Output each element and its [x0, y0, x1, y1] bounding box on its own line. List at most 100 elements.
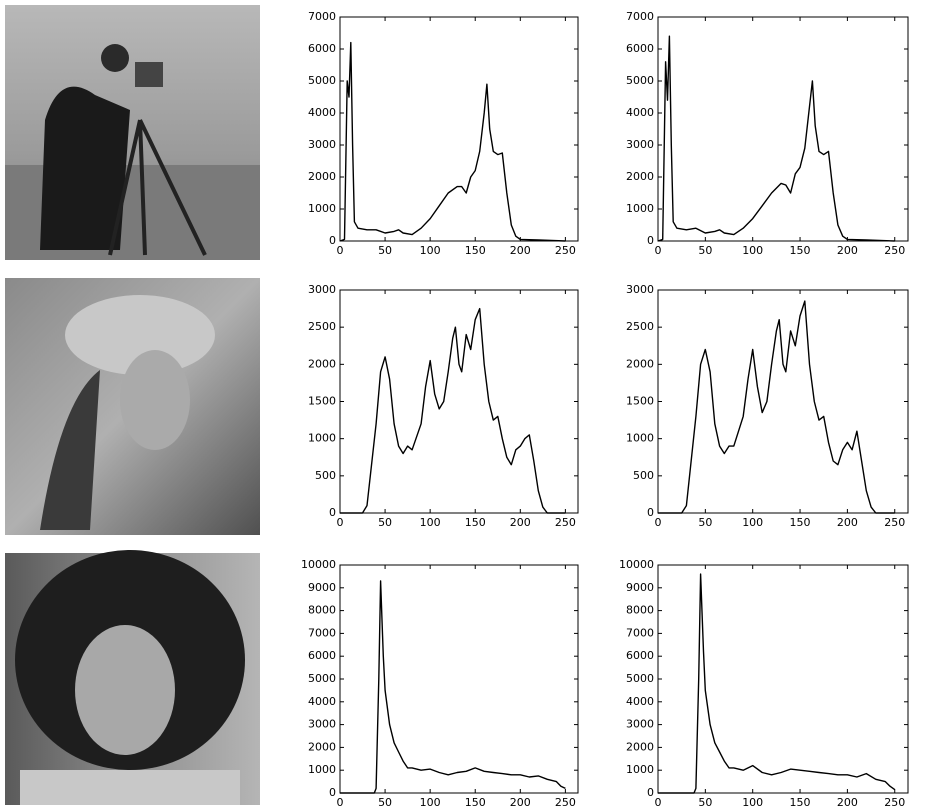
x-tick-label: 50 [378, 796, 392, 807]
y-tick-label: 6000 [308, 649, 336, 662]
x-tick-label: 0 [337, 796, 344, 807]
x-tick-label: 50 [698, 516, 712, 529]
x-tick-label: 100 [742, 796, 763, 807]
histogram-line [658, 301, 895, 513]
y-tick-label: 500 [633, 469, 654, 482]
x-tick-label: 150 [790, 516, 811, 529]
y-tick-label: 3000 [626, 138, 654, 151]
y-tick-label: 7000 [308, 10, 336, 23]
histogram-line [340, 43, 565, 241]
y-tick-label: 1000 [308, 763, 336, 776]
y-tick-label: 2000 [308, 740, 336, 753]
y-tick-label: 3000 [308, 718, 336, 731]
y-tick-label: 3000 [626, 718, 654, 731]
y-tick-label: 1500 [308, 395, 336, 408]
y-tick-label: 8000 [308, 604, 336, 617]
y-tick-label: 4000 [308, 106, 336, 119]
y-tick-label: 7000 [308, 626, 336, 639]
x-tick-label: 250 [555, 796, 576, 807]
x-tick-label: 0 [655, 796, 662, 807]
y-tick-label: 1000 [308, 432, 336, 445]
x-tick-label: 50 [698, 244, 712, 257]
plot-frame [340, 565, 578, 793]
x-tick-label: 0 [337, 244, 344, 257]
x-tick-label: 150 [465, 516, 486, 529]
plot-frame [658, 290, 908, 513]
photo-cameraman [5, 5, 260, 260]
x-tick-label: 50 [698, 796, 712, 807]
y-tick-label: 0 [329, 506, 336, 519]
y-tick-label: 4000 [626, 695, 654, 708]
y-tick-label: 4000 [308, 695, 336, 708]
y-tick-label: 10000 [619, 558, 654, 571]
histogram-line [340, 581, 565, 793]
x-tick-label: 250 [884, 244, 905, 257]
y-tick-label: 10000 [301, 558, 336, 571]
y-tick-label: 3000 [626, 283, 654, 296]
figure: 0100020003000400050006000700005010015020… [0, 0, 926, 807]
x-tick-label: 200 [510, 244, 531, 257]
y-tick-label: 5000 [626, 672, 654, 685]
histogram-line [658, 574, 895, 793]
y-tick-label: 1000 [626, 432, 654, 445]
photo-woman [5, 550, 260, 805]
y-tick-label: 1000 [626, 763, 654, 776]
y-tick-label: 2500 [626, 320, 654, 333]
y-tick-label: 2500 [308, 320, 336, 333]
y-tick-label: 0 [329, 234, 336, 247]
y-tick-label: 7000 [626, 626, 654, 639]
y-tick-label: 3000 [308, 283, 336, 296]
x-tick-label: 250 [884, 796, 905, 807]
x-tick-label: 50 [378, 516, 392, 529]
y-tick-label: 5000 [626, 74, 654, 87]
y-tick-label: 2000 [626, 357, 654, 370]
x-tick-label: 200 [837, 516, 858, 529]
x-tick-label: 50 [378, 244, 392, 257]
y-tick-label: 1000 [626, 202, 654, 215]
x-tick-label: 100 [420, 516, 441, 529]
y-tick-label: 6000 [626, 649, 654, 662]
y-tick-label: 0 [647, 506, 654, 519]
y-tick-label: 5000 [308, 74, 336, 87]
y-tick-label: 6000 [626, 42, 654, 55]
x-tick-label: 150 [465, 796, 486, 807]
y-tick-label: 9000 [626, 581, 654, 594]
x-tick-label: 150 [790, 244, 811, 257]
x-tick-label: 150 [465, 244, 486, 257]
plot-frame [340, 17, 578, 241]
x-tick-label: 100 [420, 244, 441, 257]
y-tick-label: 1500 [626, 395, 654, 408]
x-tick-label: 200 [510, 516, 531, 529]
x-tick-label: 0 [337, 516, 344, 529]
x-tick-label: 0 [655, 244, 662, 257]
y-tick-label: 8000 [626, 604, 654, 617]
y-tick-label: 1000 [308, 202, 336, 215]
y-tick-label: 7000 [626, 10, 654, 23]
y-tick-label: 2000 [308, 170, 336, 183]
histogram-line [658, 36, 895, 241]
plot-frame [340, 290, 578, 513]
y-tick-label: 4000 [626, 106, 654, 119]
y-tick-label: 3000 [308, 138, 336, 151]
x-tick-label: 200 [837, 244, 858, 257]
x-tick-label: 200 [510, 796, 531, 807]
y-tick-label: 9000 [308, 581, 336, 594]
y-tick-label: 5000 [308, 672, 336, 685]
y-tick-label: 6000 [308, 42, 336, 55]
x-tick-label: 250 [555, 244, 576, 257]
x-tick-label: 100 [420, 796, 441, 807]
x-tick-label: 250 [555, 516, 576, 529]
plot-frame [658, 17, 908, 241]
y-tick-label: 0 [329, 786, 336, 799]
y-tick-label: 500 [315, 469, 336, 482]
x-tick-label: 250 [884, 516, 905, 529]
y-tick-label: 0 [647, 234, 654, 247]
x-tick-label: 100 [742, 516, 763, 529]
plot-frame [658, 565, 908, 793]
photo-lena [5, 278, 260, 535]
y-tick-label: 2000 [626, 740, 654, 753]
y-tick-label: 2000 [626, 170, 654, 183]
y-tick-label: 0 [647, 786, 654, 799]
x-tick-label: 150 [790, 796, 811, 807]
histogram-line [340, 309, 565, 513]
